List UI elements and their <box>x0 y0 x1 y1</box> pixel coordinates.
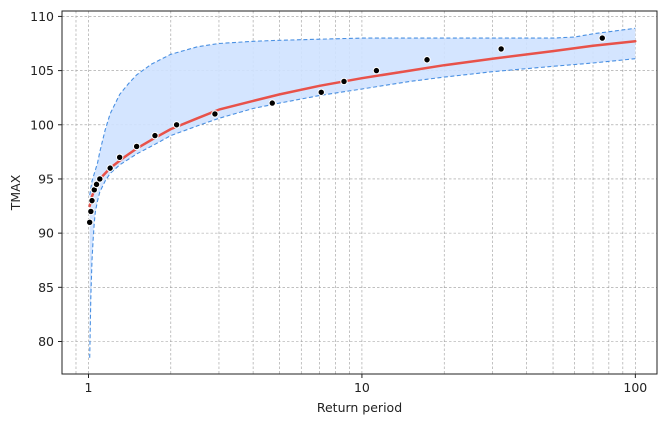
observed-point <box>211 110 219 118</box>
observed-point <box>92 180 101 189</box>
observed-point <box>497 45 505 53</box>
fit-line-group <box>88 40 637 208</box>
ci-upper-line <box>89 27 636 196</box>
x-tick-label: 10 <box>354 380 370 395</box>
observed-points <box>85 34 606 226</box>
y-tick-label: 90 <box>38 226 54 241</box>
plot-frame <box>61 10 658 375</box>
observed-point <box>598 34 606 42</box>
observed-point <box>106 164 114 172</box>
observed-point <box>172 121 181 129</box>
observed-point <box>88 196 96 205</box>
observed-point <box>87 207 95 216</box>
x-tick-label: 100 <box>623 380 647 395</box>
y-tick-label: 85 <box>38 280 54 295</box>
y-tick-label: 80 <box>38 334 54 349</box>
observed-point <box>151 131 159 140</box>
y-tick-label: 100 <box>30 117 54 132</box>
observed-point <box>372 66 381 75</box>
observed-point <box>268 99 276 107</box>
observed-point <box>96 175 104 183</box>
observed-point <box>115 153 124 161</box>
observed-point <box>85 218 94 226</box>
confidence-band-fill <box>89 28 636 358</box>
y-tick-label: 110 <box>30 9 54 24</box>
fit-line <box>88 40 637 208</box>
observed-point <box>317 88 325 96</box>
y-axis-label: TMAX <box>8 174 23 211</box>
x-axis-label: Return period <box>317 400 402 415</box>
y-tick-label: 95 <box>38 171 54 186</box>
observed-point <box>132 142 141 151</box>
observed-point <box>340 77 348 86</box>
confidence-band <box>89 27 636 358</box>
y-tick-label: 105 <box>30 63 54 78</box>
ci-lower-line <box>89 58 636 358</box>
x-tick-label: 1 <box>85 380 93 395</box>
observed-point <box>423 56 431 64</box>
